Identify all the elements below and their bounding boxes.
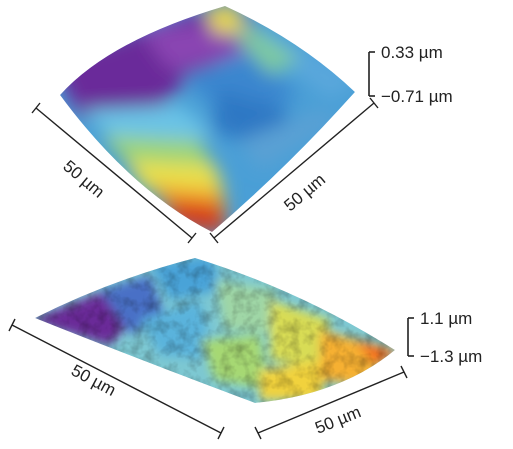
top-scale-max-label: 0.33 µm <box>381 43 443 62</box>
top-surface-panel: 0.33 µm −0.71 µm 50 µm 50 µm <box>31 6 453 244</box>
top-height-scale-bar <box>368 51 375 97</box>
bottom-scale-max-label: 1.1 µm <box>420 309 472 328</box>
top-scale-min-label: −0.71 µm <box>381 87 453 106</box>
top-right-dimension-line <box>209 97 379 244</box>
bottom-scale-min-label: −1.3 µm <box>420 347 482 366</box>
top-left-edge-label: 50 µm <box>59 157 108 202</box>
top-left-dimension-line <box>31 102 197 244</box>
bottom-surface-panel: 1.1 µm −1.3 µm 50 µm 50 µm <box>8 258 482 440</box>
bottom-left-dimension-line <box>8 318 225 440</box>
bottom-height-scale-bar <box>407 317 414 357</box>
bottom-right-dimension-line <box>254 365 408 440</box>
top-surface-map <box>60 6 355 232</box>
